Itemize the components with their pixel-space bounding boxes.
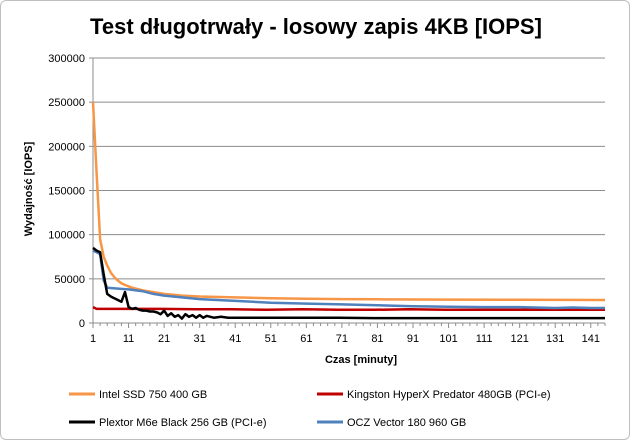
x-axis-ticks: 1 11 21 31 41 51 61 71 81 91 101 111 121 131 141 xyxy=(90,323,606,345)
y-tick-label: 250000 xyxy=(48,97,85,109)
y-axis-title: Wydajność [IOPS] xyxy=(23,141,35,236)
series-line-4 xyxy=(92,249,605,310)
y-tick-label: 100000 xyxy=(48,230,85,242)
x-tick-label: 81 xyxy=(371,333,383,345)
y-tick-label: 0 xyxy=(79,318,85,330)
legend-label: Kingston HyperX Predator 480GB (PCI-e) xyxy=(347,389,551,401)
y-axis-ticks: 0 50000 100000 150000 200000 250000 300000 xyxy=(48,53,93,330)
x-tick-label: 141 xyxy=(582,333,600,345)
series-line-3 xyxy=(92,246,605,320)
legend: Intel SSD 750 400 GB Kingston HyperX Pred… xyxy=(69,389,551,429)
x-tick-label: 51 xyxy=(265,333,277,345)
gridlines xyxy=(93,57,605,280)
x-axis-title: Czas [minuty] xyxy=(325,354,397,366)
x-tick-label: 101 xyxy=(439,333,457,345)
x-tick-label: 131 xyxy=(546,333,564,345)
x-tick-label: 71 xyxy=(336,333,348,345)
legend-label: Intel SSD 750 400 GB xyxy=(99,389,207,401)
x-tick-label: 111 xyxy=(476,333,493,345)
x-tick-label: 61 xyxy=(300,333,312,345)
x-tick-label: 41 xyxy=(229,333,241,345)
chart-title: Test długotrwały - losowy zapis 4KB [IOP… xyxy=(90,14,542,39)
series-line-2 xyxy=(92,305,605,312)
x-tick-label: 91 xyxy=(407,333,419,345)
y-tick-label: 200000 xyxy=(48,141,85,153)
x-tick-label: 11 xyxy=(123,333,134,345)
x-tick-label: 31 xyxy=(194,333,206,345)
series-lines xyxy=(91,102,606,320)
y-tick-label: 300000 xyxy=(48,53,85,65)
x-tick-label: 1 xyxy=(90,333,96,345)
legend-label: OCZ Vector 180 960 GB xyxy=(347,417,466,429)
y-tick-label: 50000 xyxy=(54,274,85,286)
x-tick-label: 21 xyxy=(158,333,170,345)
legend-label: Plextor M6e Black 256 GB (PCI-e) xyxy=(99,417,267,429)
y-tick-label: 150000 xyxy=(48,186,85,198)
series-line-1 xyxy=(91,102,606,302)
x-tick-label: 121 xyxy=(510,333,528,345)
